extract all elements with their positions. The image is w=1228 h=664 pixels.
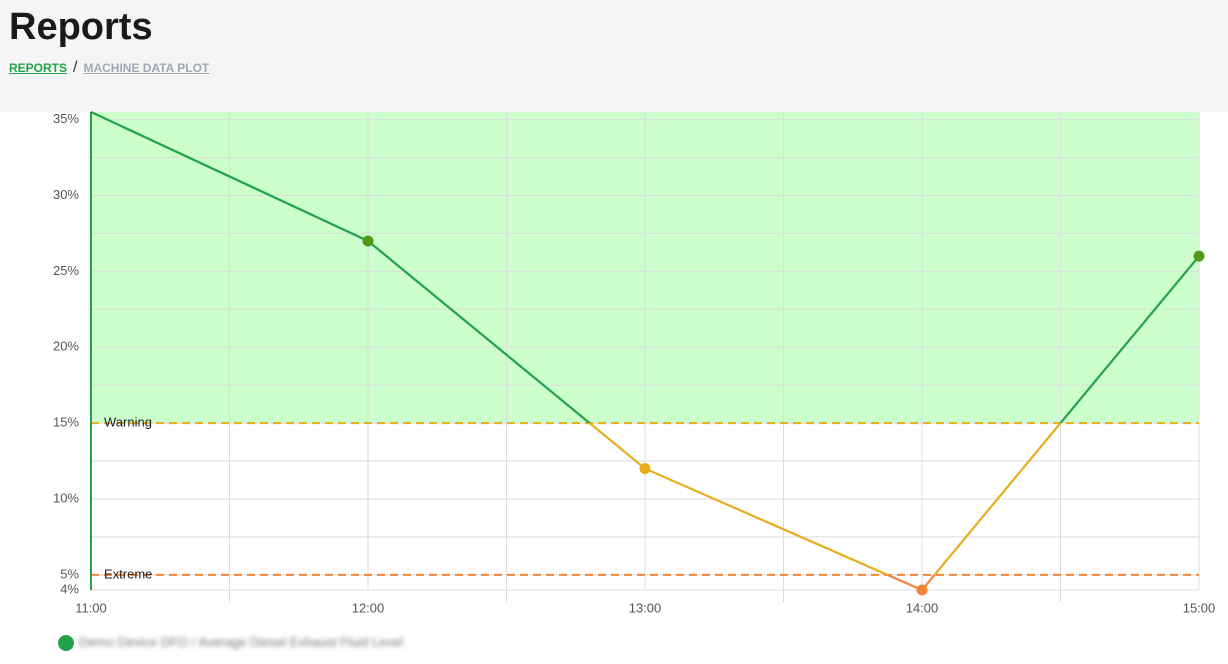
y-tick-label: 5% — [60, 566, 79, 581]
breadcrumb: REPORTS / MACHINE DATA PLOT — [9, 59, 215, 77]
legend-marker — [58, 635, 74, 651]
data-point — [362, 235, 374, 247]
y-tick-label: 20% — [53, 339, 79, 354]
y-tick-label: 4% — [60, 581, 79, 596]
data-point — [916, 584, 928, 596]
x-tick-label: 11:00 — [75, 600, 107, 615]
threshold-label: Extreme — [104, 566, 152, 581]
y-tick-label: 30% — [53, 187, 79, 202]
data-point — [1193, 250, 1205, 262]
x-tick-label: 15:00 — [1183, 600, 1216, 615]
y-tick-label: 25% — [53, 263, 79, 278]
breadcrumb-link[interactable]: REPORTS — [9, 61, 68, 75]
breadcrumb-separator: / — [73, 59, 78, 76]
page-title: Reports — [9, 6, 153, 48]
threshold-label: Warning — [104, 415, 152, 430]
plot: 4%5% 10% 15% 20% 25% 30% 35% 11:00 12:00 13:00 14:… — [53, 111, 1215, 651]
legend-label: Demo Device DFO / Average Diesel Exhaust… — [79, 634, 403, 649]
x-tick-label: 13:00 — [629, 600, 662, 615]
y-tick-label: 35% — [53, 111, 79, 126]
x-tick-label: 12:00 — [352, 600, 385, 615]
header: Reports REPORTS / MACHINE DATA PLOT — [0, 0, 1228, 112]
y-tick-label: 10% — [53, 490, 79, 505]
x-tick-label: 14:00 — [906, 600, 939, 615]
breadcrumb-link[interactable]: MACHINE DATA PLOT — [83, 61, 210, 75]
y-tick-label: 15% — [53, 415, 79, 430]
data-point — [639, 463, 651, 475]
series-line — [90, 111, 1200, 424]
